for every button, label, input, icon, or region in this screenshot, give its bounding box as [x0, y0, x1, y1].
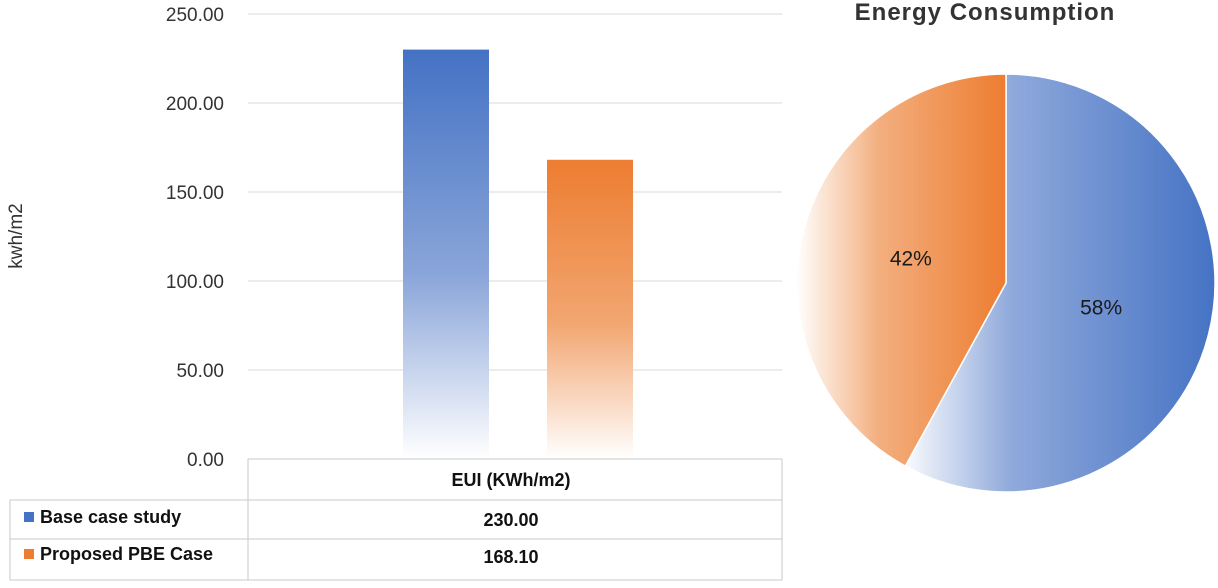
- pie-slice: [796, 73, 1007, 468]
- pie-chart: Energy Consumption 58% 42%: [796, 0, 1216, 493]
- bar-base-case: [403, 49, 489, 459]
- bar-proposed: [547, 159, 633, 460]
- pie-title: Energy Consumption: [855, 0, 1116, 26]
- y-axis-ticks: 0.00 50.00 100.00 150.00 200.00 250.00: [166, 5, 224, 471]
- pie-slices: 58% 42%: [796, 73, 1216, 493]
- table-row: Base case study 230.00: [24, 507, 539, 530]
- legend-label-proposed: Proposed PBE Case: [40, 544, 213, 564]
- table-category-header: EUI (KWh/m2): [452, 470, 571, 490]
- table-value-base-case: 230.00: [483, 510, 538, 530]
- legend-label-base-case: Base case study: [40, 507, 181, 527]
- y-tick-label: 100.00: [166, 272, 224, 293]
- bars: [403, 49, 633, 460]
- y-tick-label: 150.00: [166, 183, 224, 204]
- y-tick-label: 0.00: [187, 450, 224, 471]
- legend-key-proposed: [24, 549, 34, 559]
- pie-slice-label: 58%: [1080, 296, 1122, 319]
- y-tick-label: 200.00: [166, 94, 224, 115]
- y-tick-label: 50.00: [176, 361, 224, 382]
- data-table: EUI (KWh/m2) Base case study 230.00 Prop…: [9, 458, 783, 581]
- pie-slice: [904, 73, 1216, 493]
- legend-key-base-case: [24, 512, 34, 522]
- gridlines: [248, 13, 782, 371]
- bar-chart: 0.00 50.00 100.00 150.00 200.00 250.00 kwh/m2…: [6, 5, 783, 581]
- y-tick-label: 250.00: [166, 5, 224, 26]
- y-axis-label: kwh/m2: [6, 203, 27, 268]
- table-value-proposed: 168.10: [483, 547, 538, 567]
- table-grid-lines: [9, 458, 783, 581]
- pie-slice-label: 42%: [890, 248, 932, 271]
- table-row: Proposed PBE Case 168.10: [24, 544, 539, 567]
